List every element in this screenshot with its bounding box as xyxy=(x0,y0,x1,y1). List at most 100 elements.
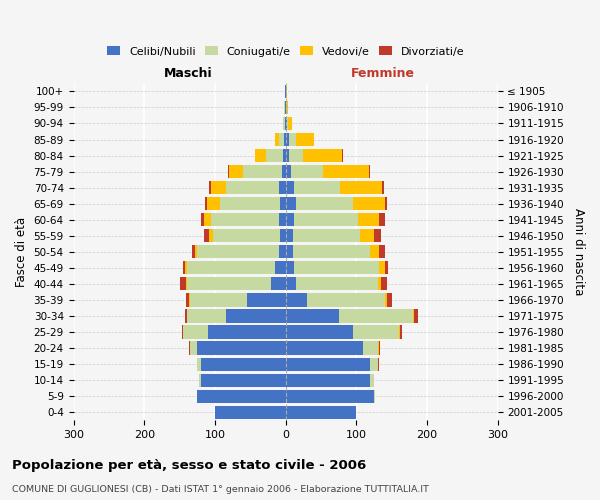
Bar xyxy=(201,213,205,226)
Bar xyxy=(374,229,381,242)
Bar xyxy=(211,181,226,194)
Bar xyxy=(289,117,292,130)
Bar xyxy=(296,133,314,146)
Bar xyxy=(377,358,378,370)
Bar xyxy=(287,117,289,130)
Bar xyxy=(207,197,220,210)
Bar xyxy=(293,245,370,258)
Bar xyxy=(275,262,286,274)
Bar xyxy=(285,85,286,98)
Bar xyxy=(287,101,289,114)
Bar xyxy=(205,213,211,226)
Bar xyxy=(353,326,399,338)
Bar xyxy=(286,165,291,178)
Bar xyxy=(278,213,286,226)
Bar xyxy=(381,278,387,290)
Bar xyxy=(209,229,213,242)
Bar xyxy=(191,245,195,258)
Bar xyxy=(307,294,385,306)
Bar xyxy=(370,245,379,258)
Bar xyxy=(358,213,379,226)
Bar xyxy=(385,262,388,274)
Bar xyxy=(255,149,266,162)
Bar xyxy=(284,133,286,146)
Bar xyxy=(286,294,307,306)
Legend: Celibi/Nubili, Coniugati/e, Vedovi/e, Divorziati/e: Celibi/Nubili, Coniugati/e, Vedovi/e, Di… xyxy=(103,42,469,61)
Bar xyxy=(205,197,207,210)
Bar xyxy=(197,342,286,354)
Bar xyxy=(199,374,201,386)
Bar xyxy=(370,358,377,370)
Bar xyxy=(399,326,400,338)
Bar xyxy=(379,213,385,226)
Bar xyxy=(286,278,296,290)
Bar xyxy=(197,245,278,258)
Bar xyxy=(382,181,384,194)
Bar xyxy=(414,310,418,322)
Bar xyxy=(289,133,296,146)
Bar xyxy=(280,197,286,210)
Bar xyxy=(285,101,286,114)
Bar xyxy=(186,294,190,306)
Bar xyxy=(286,181,294,194)
Bar xyxy=(385,197,387,210)
Bar xyxy=(197,358,201,370)
Bar xyxy=(271,278,286,290)
Bar xyxy=(289,149,303,162)
Bar xyxy=(364,342,377,354)
Bar xyxy=(296,278,377,290)
Bar xyxy=(183,326,208,338)
Bar xyxy=(286,406,356,419)
Bar xyxy=(278,133,284,146)
Bar xyxy=(379,342,380,354)
Bar xyxy=(286,117,287,130)
Bar xyxy=(190,294,247,306)
Text: Femmine: Femmine xyxy=(351,67,415,80)
Bar xyxy=(278,181,286,194)
Bar xyxy=(377,278,381,290)
Bar xyxy=(413,310,414,322)
Bar xyxy=(342,149,343,162)
Bar xyxy=(266,149,283,162)
Bar xyxy=(340,181,382,194)
Bar xyxy=(213,229,280,242)
Bar xyxy=(286,197,296,210)
Bar xyxy=(286,342,364,354)
Bar xyxy=(387,294,392,306)
Bar xyxy=(286,213,294,226)
Bar xyxy=(379,245,385,258)
Bar xyxy=(187,310,226,322)
Bar xyxy=(211,213,278,226)
Bar xyxy=(243,165,282,178)
Bar xyxy=(195,245,197,258)
Bar xyxy=(379,262,385,274)
Bar xyxy=(226,310,286,322)
Bar xyxy=(293,229,360,242)
Bar xyxy=(286,229,293,242)
Bar xyxy=(296,197,353,210)
Bar xyxy=(209,181,211,194)
Bar xyxy=(180,278,186,290)
Y-axis label: Anni di nascita: Anni di nascita xyxy=(572,208,585,296)
Bar xyxy=(286,133,289,146)
Bar xyxy=(190,342,197,354)
Bar xyxy=(286,358,370,370)
Bar xyxy=(197,390,286,403)
Bar xyxy=(226,181,278,194)
Bar xyxy=(208,326,286,338)
Bar xyxy=(201,374,286,386)
Bar xyxy=(254,149,255,162)
Bar xyxy=(338,310,413,322)
Text: Maschi: Maschi xyxy=(164,67,212,80)
Bar xyxy=(201,358,286,370)
Bar xyxy=(353,197,385,210)
Bar xyxy=(286,390,374,403)
Bar xyxy=(291,165,323,178)
Bar xyxy=(275,133,278,146)
Text: Popolazione per età, sesso e stato civile - 2006: Popolazione per età, sesso e stato civil… xyxy=(12,460,366,472)
Bar xyxy=(294,262,379,274)
Text: COMUNE DI GUGLIONESI (CB) - Dati ISTAT 1° gennaio 2006 - Elaborazione TUTTITALIA: COMUNE DI GUGLIONESI (CB) - Dati ISTAT 1… xyxy=(12,485,429,494)
Bar xyxy=(374,390,376,403)
Bar xyxy=(215,406,286,419)
Bar xyxy=(385,294,387,306)
